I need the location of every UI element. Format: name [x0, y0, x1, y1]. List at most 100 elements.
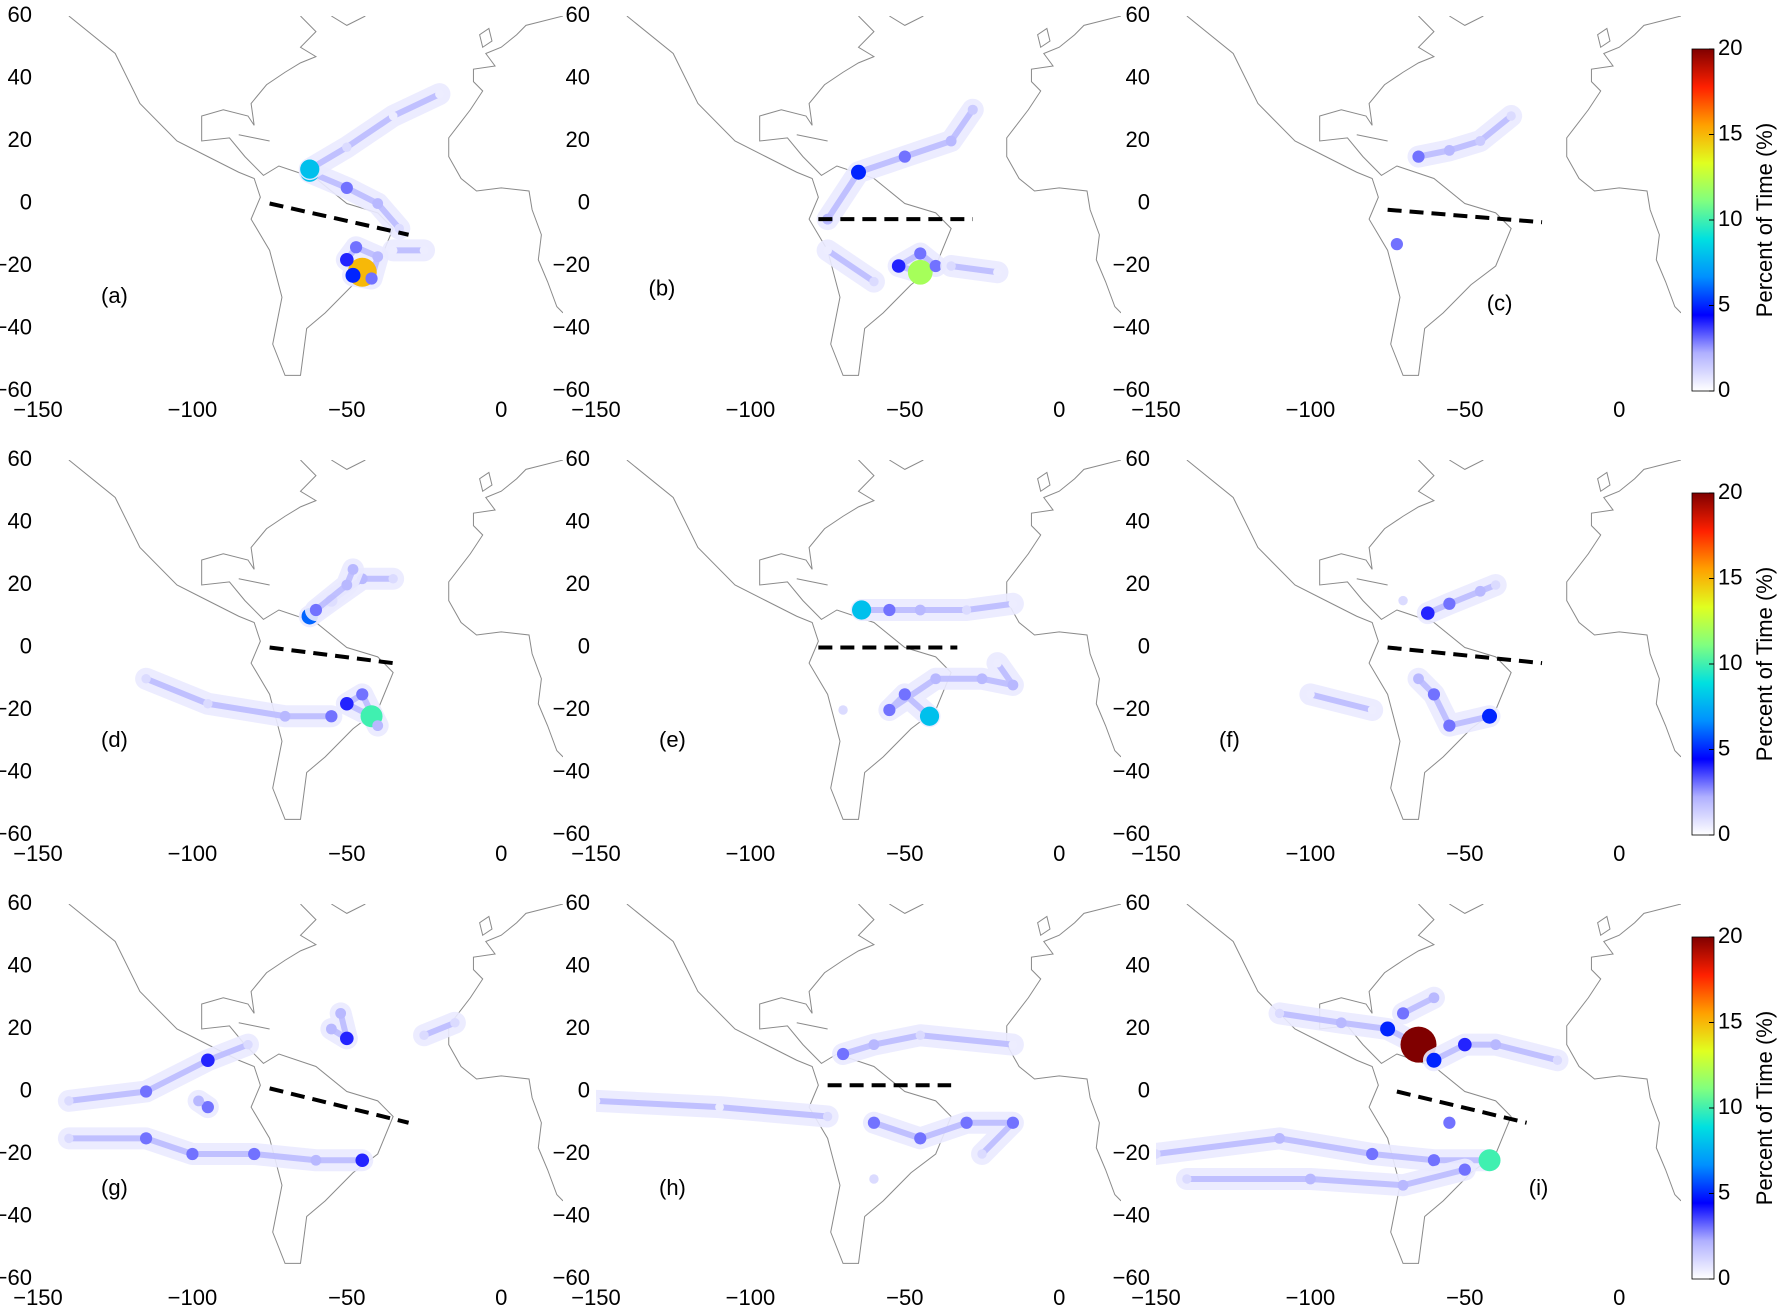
colorbar-label: Percent of Time (%)	[1752, 1011, 1777, 1205]
density-point	[347, 563, 359, 575]
density-point	[883, 603, 896, 617]
density-point	[1007, 679, 1019, 691]
x-tick-label: −100	[168, 841, 218, 866]
panel-label: (e)	[659, 727, 686, 752]
panel-label: (h)	[659, 1175, 686, 1200]
x-tick-label: −100	[1286, 1285, 1336, 1310]
y-tick-label: −40	[0, 314, 32, 339]
density-point	[946, 261, 956, 271]
y-tick-label: 40	[8, 64, 32, 89]
y-tick-label: 40	[1126, 64, 1150, 89]
y-tick-label: 0	[1138, 189, 1150, 214]
colorbar-label: Percent of Time (%)	[1752, 567, 1777, 761]
density-point	[1366, 1147, 1379, 1161]
x-tick-label: −150	[1131, 397, 1181, 422]
density-point	[1491, 580, 1501, 590]
y-tick-label: −60	[1113, 1265, 1150, 1290]
panel-label: (d)	[101, 727, 128, 752]
density-point	[345, 267, 361, 283]
y-tick-label: 40	[566, 64, 590, 89]
y-tick-label: −40	[553, 758, 590, 783]
x-tick-label: −50	[328, 841, 365, 866]
x-tick-label: −150	[13, 1285, 63, 1310]
plume-core	[143, 675, 335, 720]
density-point	[372, 720, 384, 732]
density-point	[967, 104, 978, 115]
x-tick-label: −50	[1446, 397, 1483, 422]
colorbar-tick-label: 20	[1718, 479, 1742, 504]
panel	[67, 16, 563, 377]
density-point	[341, 579, 353, 591]
y-tick-label: 40	[8, 952, 32, 977]
y-tick-label: 0	[20, 189, 32, 214]
density-point	[851, 164, 866, 180]
x-tick-label: −100	[1286, 841, 1336, 866]
density-point	[1427, 688, 1441, 701]
density-point	[1420, 606, 1435, 620]
y-tick-label: −40	[1113, 758, 1150, 783]
density-point	[1458, 1037, 1472, 1052]
colorbar-tick-label: 10	[1718, 206, 1742, 231]
colorbar-tick-label: 15	[1718, 564, 1742, 589]
y-tick-label: −20	[1113, 1140, 1150, 1165]
density-point	[1428, 992, 1440, 1004]
density-point	[340, 1031, 354, 1046]
density-point	[851, 600, 872, 620]
density-point	[1490, 1039, 1502, 1051]
y-tick-label: −20	[553, 1140, 590, 1165]
density-point	[1274, 1132, 1285, 1144]
x-tick-label: −50	[1446, 1285, 1483, 1310]
coastlines	[1185, 460, 1681, 821]
y-tick-label: 20	[566, 571, 590, 596]
coastlines	[625, 16, 1121, 377]
plume-core	[1307, 691, 1376, 713]
density-point	[883, 703, 896, 717]
x-tick-label: −150	[571, 397, 621, 422]
density-point	[325, 710, 338, 723]
y-tick-label: −40	[0, 758, 32, 783]
plume-core	[1424, 582, 1499, 617]
y-tick-label: 40	[1126, 952, 1150, 977]
x-tick-label: −50	[1446, 841, 1483, 866]
density-point	[349, 241, 363, 254]
y-tick-label: −20	[0, 252, 32, 277]
density-point	[1008, 599, 1018, 609]
colorbar-tick-label: 5	[1718, 1179, 1730, 1204]
density-point	[867, 1116, 881, 1129]
density-point	[1426, 1052, 1442, 1068]
density-point	[715, 1102, 724, 1112]
density-point	[929, 259, 942, 273]
x-tick-label: −100	[726, 841, 776, 866]
y-tick-label: 20	[566, 1015, 590, 1040]
density-point	[898, 150, 911, 163]
density-point	[141, 674, 151, 684]
density-point	[309, 603, 323, 617]
x-tick-label: 0	[1053, 841, 1065, 866]
y-tick-label: −20	[1113, 696, 1150, 721]
x-tick-label: 0	[1613, 841, 1625, 866]
y-tick-label: 40	[566, 508, 590, 533]
density-point	[1274, 1008, 1285, 1019]
y-tick-label: 20	[1126, 1015, 1150, 1040]
x-tick-label: −150	[571, 1285, 621, 1310]
density-point	[1443, 1116, 1456, 1129]
density-point	[450, 1018, 460, 1028]
panel	[1185, 460, 1681, 821]
density-point	[310, 1154, 322, 1166]
plume-core	[948, 263, 1001, 276]
y-tick-label: 40	[566, 952, 590, 977]
density-point	[1380, 1021, 1396, 1037]
density-point	[279, 710, 291, 722]
y-tick-label: 20	[1126, 571, 1150, 596]
density-point	[201, 1053, 215, 1068]
density-point	[186, 1147, 199, 1161]
plume-core	[1415, 675, 1493, 729]
y-tick-label: 60	[8, 446, 32, 471]
density-point	[960, 1116, 973, 1129]
panel	[67, 460, 563, 821]
density-point	[1390, 238, 1403, 251]
density-point	[1156, 1149, 1161, 1159]
density-point	[243, 1039, 253, 1050]
density-point	[355, 1153, 370, 1168]
